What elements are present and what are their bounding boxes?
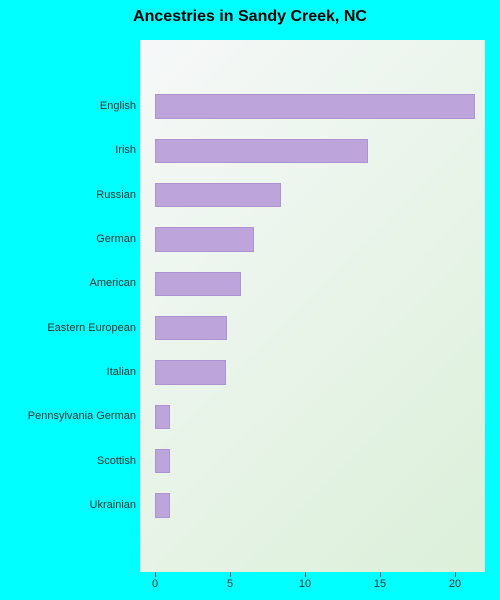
x-axis-label: 15 — [374, 578, 386, 590]
plot-area — [140, 40, 485, 572]
y-axis-label: Pennsylvania German — [4, 410, 136, 422]
y-axis-label: Ukrainian — [4, 499, 136, 511]
bar — [155, 272, 241, 296]
x-axis-label: 10 — [299, 578, 311, 590]
x-axis-label: 0 — [152, 578, 158, 590]
y-axis-label: English — [4, 100, 136, 112]
x-axis-tick — [380, 572, 381, 577]
x-axis-label: 5 — [227, 578, 233, 590]
y-axis-label: German — [4, 233, 136, 245]
x-axis-tick — [305, 572, 306, 577]
bar — [155, 360, 226, 384]
bar — [155, 94, 475, 118]
x-axis-tick — [155, 572, 156, 577]
x-axis-label: 20 — [449, 578, 461, 590]
y-axis-label: Scottish — [4, 455, 136, 467]
x-axis-tick — [230, 572, 231, 577]
bar — [155, 493, 170, 517]
bar — [155, 183, 281, 207]
y-axis-label: Irish — [4, 144, 136, 156]
bar — [155, 227, 254, 251]
y-axis-label: Eastern European — [4, 322, 136, 334]
bar — [155, 316, 227, 340]
bar — [155, 449, 170, 473]
y-axis-label: Russian — [4, 189, 136, 201]
x-axis-tick — [455, 572, 456, 577]
bar — [155, 405, 170, 429]
bar — [155, 139, 368, 163]
chart-title: Ancestries in Sandy Creek, NC — [0, 8, 500, 26]
y-axis-label: Italian — [4, 366, 136, 378]
y-axis-label: American — [4, 277, 136, 289]
